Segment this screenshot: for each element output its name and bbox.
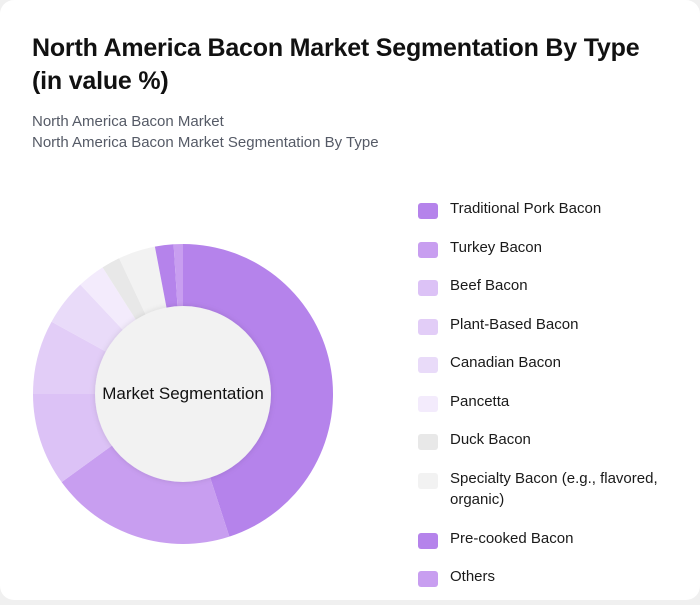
legend-swatch-icon bbox=[418, 532, 438, 549]
donut-chart: Market Segmentation bbox=[32, 243, 334, 545]
legend-label: Specialty Bacon (e.g., flavored, organic… bbox=[450, 469, 658, 509]
legend-swatch-icon bbox=[418, 241, 438, 258]
legend-item[interactable]: Duck Bacon bbox=[418, 429, 688, 451]
donut-slice[interactable] bbox=[61, 438, 230, 544]
legend-swatch-icon bbox=[418, 357, 438, 373]
donut-svg bbox=[33, 244, 334, 544]
legend-swatch-icon bbox=[418, 395, 438, 412]
legend-swatch-icon bbox=[418, 318, 438, 335]
legend-label: Canadian Bacon bbox=[450, 354, 561, 371]
donut-slice[interactable] bbox=[33, 321, 117, 394]
legend-label: Plant-Based Bacon bbox=[450, 315, 579, 333]
legend-item[interactable]: Turkey Bacon bbox=[418, 237, 688, 259]
donut-slice[interactable] bbox=[102, 258, 151, 330]
donut-slice[interactable] bbox=[119, 246, 169, 326]
legend-item[interactable]: Pre-cooked Bacon bbox=[418, 528, 688, 550]
donut-slice[interactable] bbox=[173, 244, 183, 319]
legend-swatch-icon bbox=[418, 280, 438, 296]
legend-label: Duck Bacon bbox=[450, 431, 531, 448]
legend-swatch-icon bbox=[418, 434, 438, 450]
legend-item[interactable]: Plant-Based Bacon bbox=[418, 314, 688, 336]
legend-item[interactable]: Beef Bacon bbox=[418, 275, 688, 297]
legend-item[interactable]: Specialty Bacon (e.g., flavored, organic… bbox=[418, 468, 688, 511]
donut-center bbox=[95, 306, 271, 482]
legend: Traditional Pork Bacon Turkey Bacon Beef B… bbox=[418, 198, 688, 605]
breadcrumb-market: North America Bacon Market bbox=[32, 113, 224, 130]
donut-slice[interactable] bbox=[154, 244, 179, 320]
legend-label: Beef Bacon bbox=[450, 277, 528, 294]
legend-label: Others bbox=[450, 568, 496, 585]
legend-item[interactable]: Others bbox=[418, 566, 688, 588]
legend-swatch-icon bbox=[418, 571, 438, 587]
legend-label: Pre-cooked Bacon bbox=[450, 529, 574, 547]
donut-slice[interactable] bbox=[80, 267, 143, 339]
legend-label: Pancetta bbox=[450, 392, 510, 410]
donut-slice[interactable] bbox=[51, 284, 131, 358]
legend-item[interactable]: Traditional Pork Bacon bbox=[418, 198, 688, 220]
legend-item[interactable]: Pancetta bbox=[418, 391, 688, 413]
legend-swatch-icon bbox=[418, 203, 438, 219]
legend-label: Turkey Bacon bbox=[450, 238, 542, 256]
breadcrumb-segmentation: North America Bacon Market Segmentation … bbox=[32, 134, 379, 151]
legend-item[interactable]: Canadian Bacon bbox=[418, 352, 688, 374]
legend-label: Traditional Pork Bacon bbox=[450, 200, 602, 217]
chart-title: North America Bacon Market Segmentation … bbox=[32, 34, 640, 95]
legend-swatch-icon bbox=[418, 472, 438, 489]
